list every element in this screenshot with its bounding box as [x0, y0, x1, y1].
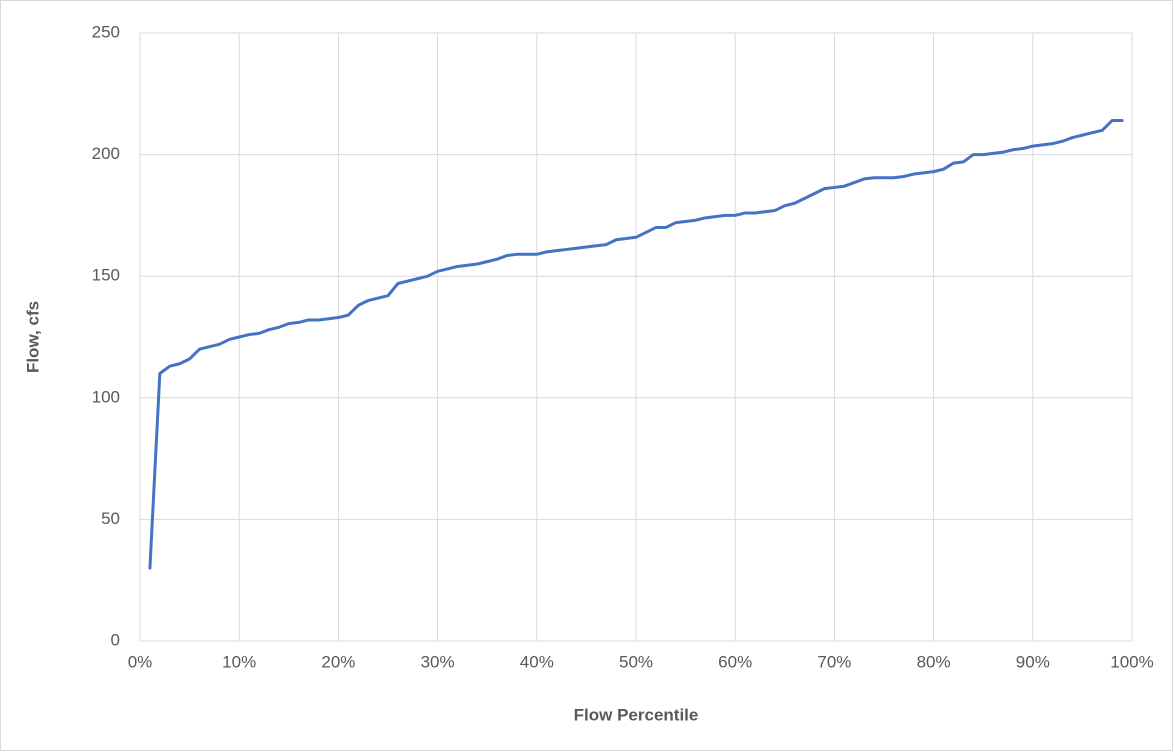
line-series	[148, 119, 1124, 570]
y-axis-title: Flow, cfs	[23, 301, 42, 373]
x-tick-label: 10%	[222, 652, 256, 671]
y-tick-label: 250	[92, 22, 120, 41]
x-tick-label: 90%	[1016, 652, 1050, 671]
x-tick-label: 40%	[520, 652, 554, 671]
x-tick-label: 60%	[718, 652, 752, 671]
x-tick-label: 20%	[321, 652, 355, 671]
y-tick-label: 150	[92, 266, 120, 285]
x-tick-label: 70%	[817, 652, 851, 671]
y-tick-label: 0	[111, 630, 120, 649]
y-tick-label: 200	[92, 144, 120, 163]
x-axis-title: Flow Percentile	[574, 705, 699, 724]
x-tick-label: 50%	[619, 652, 653, 671]
x-tick-label: 80%	[917, 652, 951, 671]
x-tick-label: 100%	[1110, 652, 1153, 671]
x-tick-label: 30%	[421, 652, 455, 671]
y-tick-label: 100	[92, 387, 120, 406]
x-tick-label: 0%	[128, 652, 153, 671]
y-tick-label: 50	[101, 509, 120, 528]
